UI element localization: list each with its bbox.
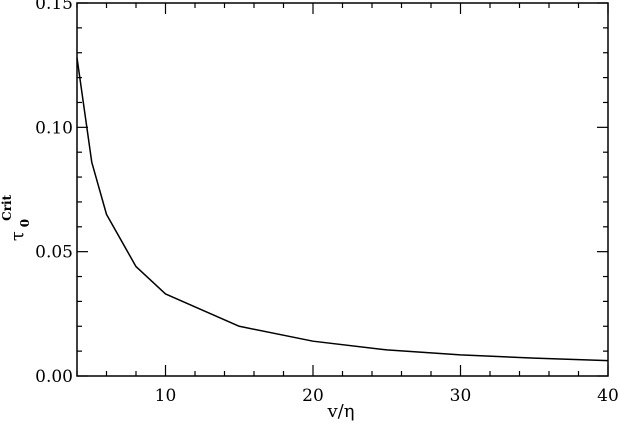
x-tick-label: 40 bbox=[597, 386, 619, 406]
y-tick-label: 0.00 bbox=[35, 367, 73, 387]
x-tick-label: 20 bbox=[302, 386, 324, 406]
y-axis-label-superscript: Crit bbox=[0, 194, 14, 220]
y-tick-label: 0.15 bbox=[35, 0, 73, 14]
svg-text:τ 0 Crit: τ 0 Crit bbox=[0, 194, 33, 241]
plot-border bbox=[76, 2, 609, 377]
y-tick-label: 0.05 bbox=[35, 243, 73, 263]
x-tick-label: 30 bbox=[450, 386, 472, 406]
y-tick-labels: 0.00 0.05 0.10 0.15 bbox=[35, 0, 73, 387]
y-axis-label-subscript: 0 bbox=[18, 219, 32, 227]
plot-frame bbox=[76, 2, 609, 377]
axis-ticks bbox=[76, 2, 609, 377]
x-tick-label: 10 bbox=[155, 386, 177, 406]
series-line bbox=[76, 57, 609, 362]
x-tick-labels: 10 20 30 40 bbox=[155, 386, 619, 406]
x-axis-label: v/η bbox=[326, 401, 354, 422]
series-group bbox=[76, 57, 609, 362]
y-axis-label: τ 0 Crit bbox=[0, 194, 33, 241]
y-axis-label-base: τ bbox=[7, 231, 28, 241]
y-tick-label: 0.10 bbox=[35, 118, 73, 138]
